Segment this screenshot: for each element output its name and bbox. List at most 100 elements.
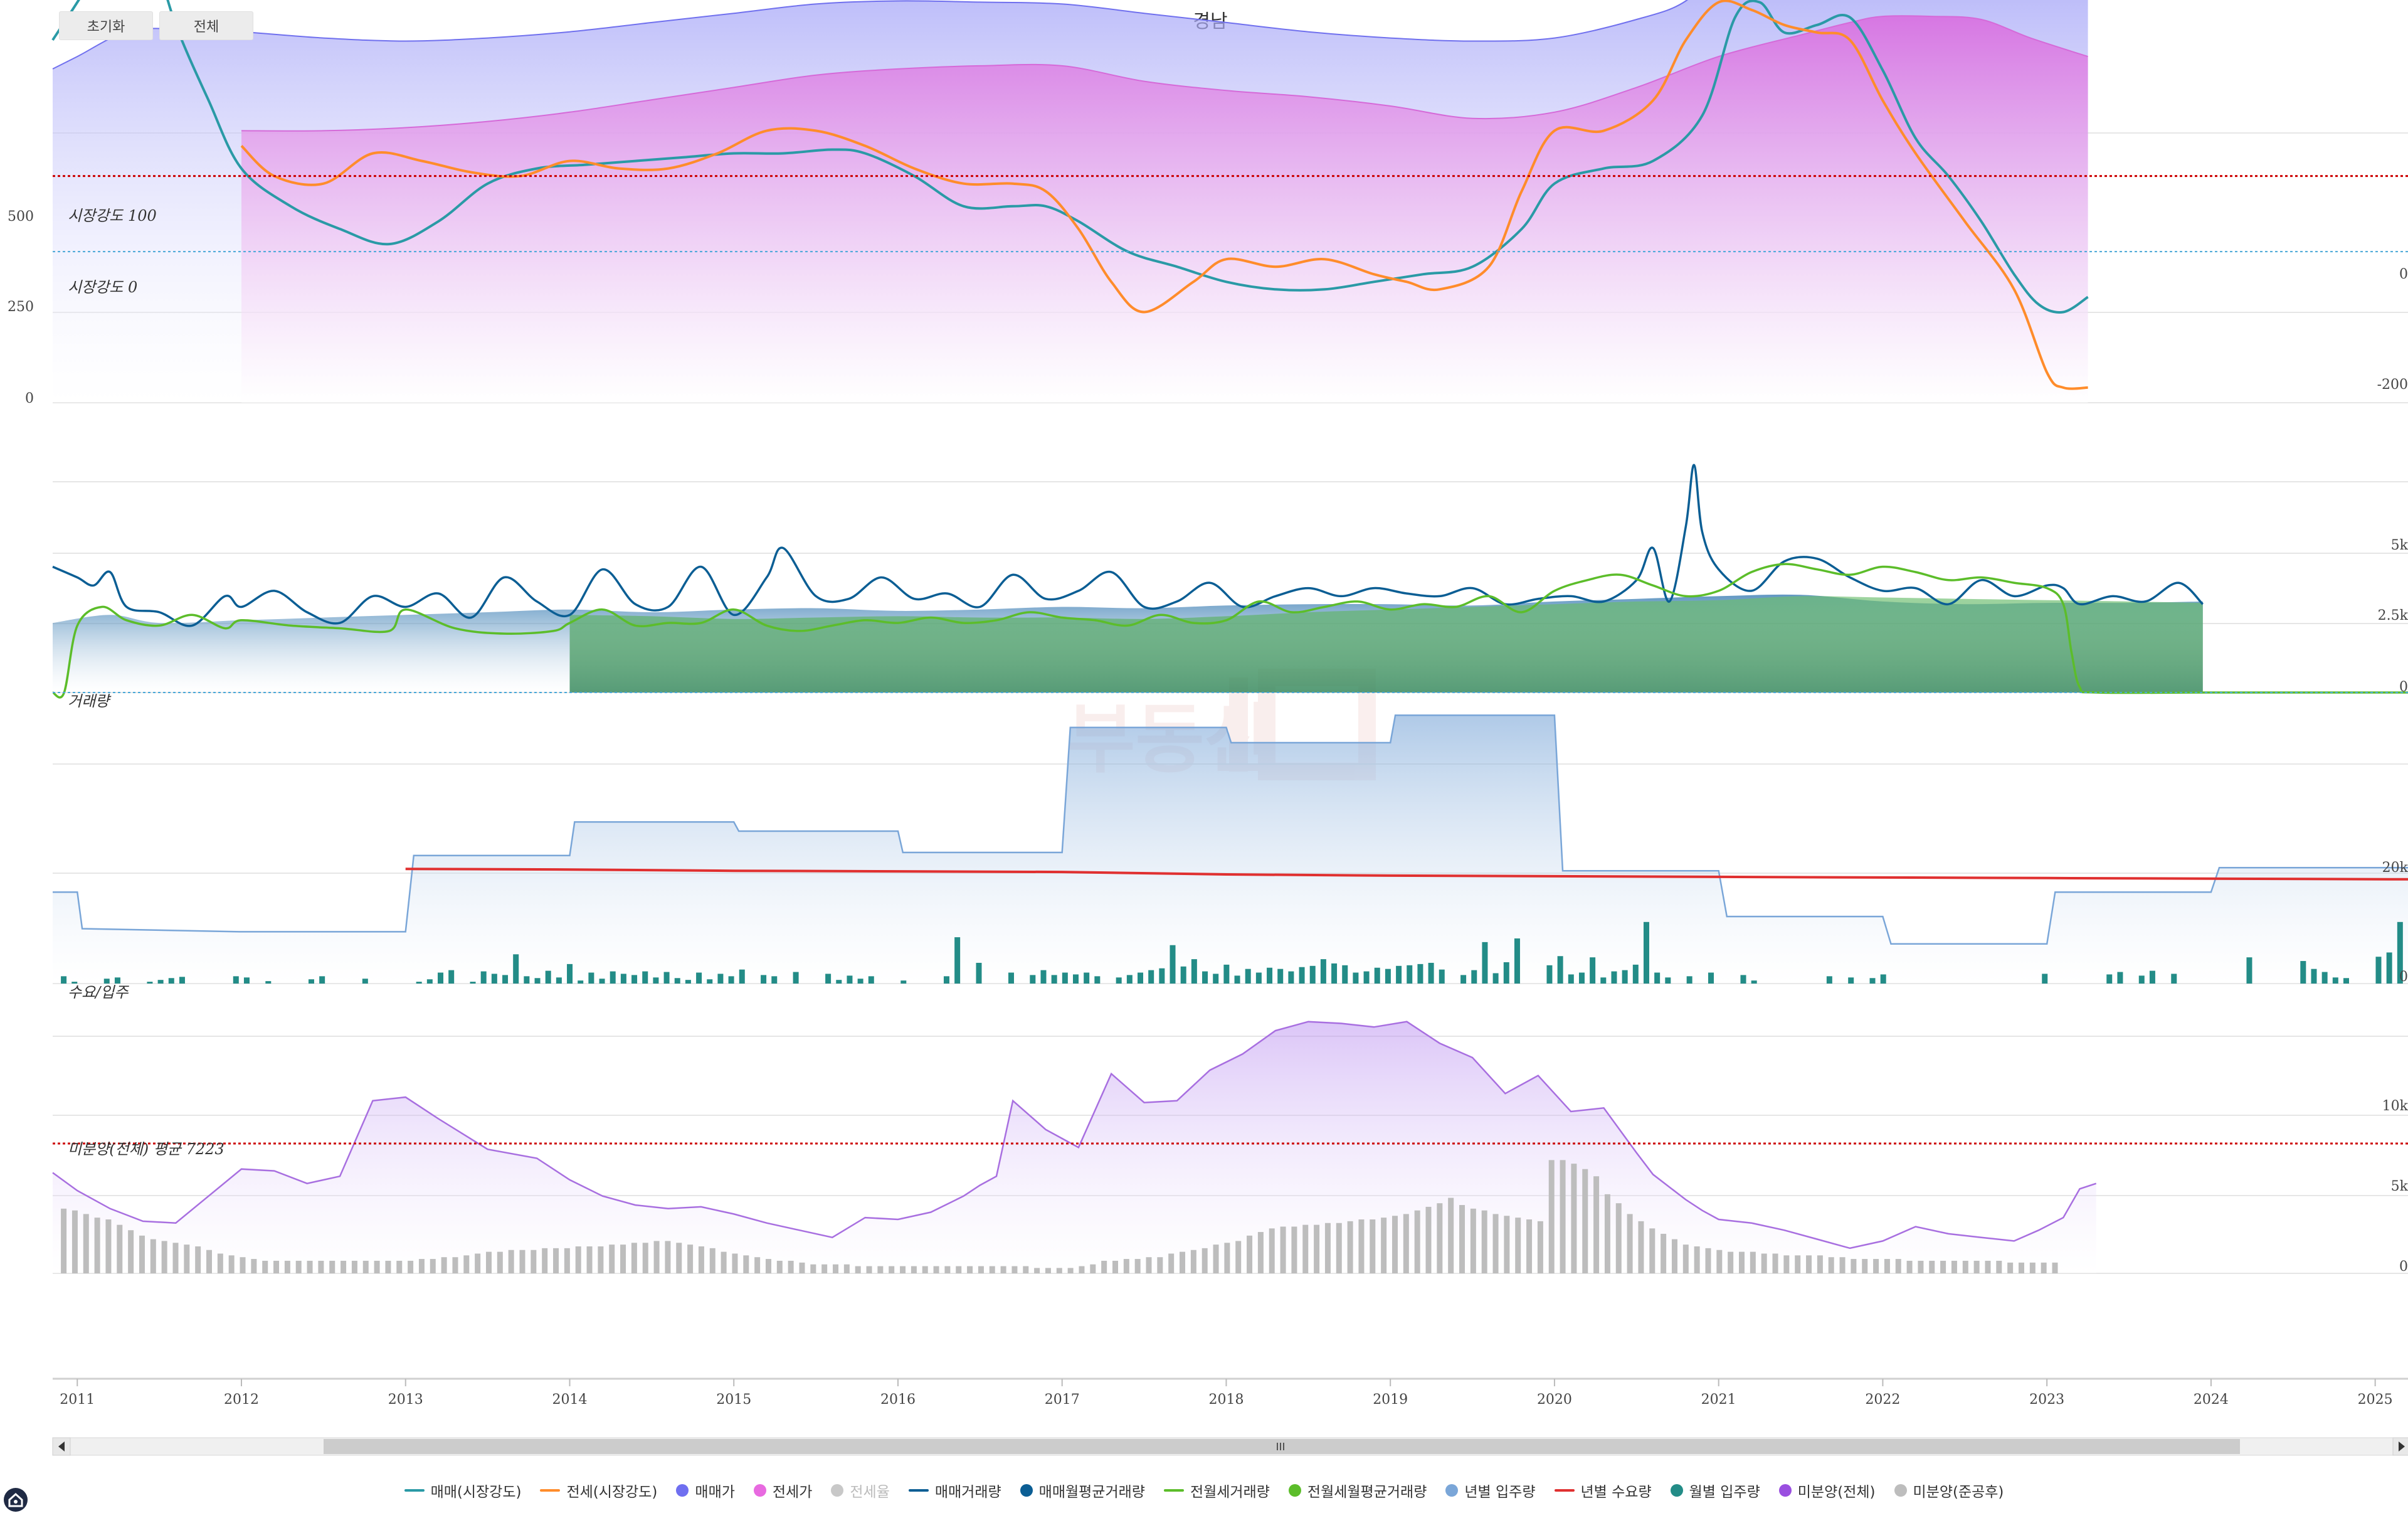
- unsold-after-bar: [117, 1224, 123, 1273]
- unsold-after-bar: [1728, 1251, 1734, 1273]
- monthly-supply-bar: [653, 977, 659, 984]
- legend-item[interactable]: 전세율: [831, 1480, 890, 1501]
- monthly-supply-bar: [1428, 962, 1434, 984]
- unsold-after-bar: [776, 1260, 783, 1273]
- unsold-after-bar: [944, 1266, 951, 1273]
- unsold-after-bar: [1705, 1248, 1711, 1273]
- unsold-after-bar: [1224, 1243, 1230, 1273]
- monthly-supply-bar: [1374, 967, 1380, 984]
- unsold-after-bar: [139, 1235, 145, 1273]
- yearly-supply-area: [53, 715, 2408, 984]
- monthly-supply-bar: [1299, 967, 1305, 984]
- unsold-after-bar: [799, 1262, 805, 1273]
- unsold-after-bar: [1962, 1260, 1968, 1273]
- unsold-after-bar: [1783, 1255, 1790, 1273]
- monthly-supply-bar: [1439, 969, 1445, 984]
- legend-item[interactable]: 미분양(준공후): [1894, 1480, 2004, 1501]
- x-tick-label: 2013: [388, 1392, 423, 1408]
- legend-item[interactable]: 전월세거래량: [1163, 1480, 1270, 1501]
- unsold-after-bar: [463, 1255, 470, 1273]
- monthly-supply-bar: [502, 975, 509, 984]
- unsold-after-bar: [877, 1266, 884, 1273]
- unsold-after-bar: [1247, 1235, 1253, 1273]
- unsold-after-bar: [911, 1266, 917, 1273]
- unsold-after-bar: [206, 1250, 212, 1273]
- legend-item[interactable]: 매매거래량: [908, 1480, 1001, 1501]
- scroll-thumb[interactable]: [324, 1439, 2240, 1454]
- unsold-after-bar: [1795, 1255, 1801, 1273]
- monthly-supply-bar: [1557, 956, 1563, 984]
- monthly-supply-bar: [243, 977, 250, 984]
- legend-item[interactable]: 전세(시장강도): [540, 1480, 657, 1501]
- unsold-after-bar: [1347, 1221, 1353, 1273]
- legend-label: 매매(시장강도): [430, 1484, 522, 1500]
- tick-left-0: 0: [25, 391, 34, 406]
- unsold-after-bar: [1213, 1245, 1219, 1273]
- monthly-supply-bar: [1407, 965, 1413, 984]
- unsold-after-bar: [408, 1260, 414, 1273]
- show-all-button[interactable]: 전체: [159, 11, 253, 40]
- monthly-supply-bar: [825, 974, 832, 984]
- tick-unsold-10k: 10k: [2382, 1098, 2408, 1114]
- unsold-after-bar: [721, 1251, 727, 1273]
- x-tick-label: 2017: [1045, 1392, 1080, 1408]
- monthly-supply-bar: [1180, 966, 1186, 984]
- chart-legend: 매매(시장강도) 전세(시장강도) 매매가 전세가 전세율 매매거래량 매매월평균거래량 전월…: [0, 1479, 2408, 1502]
- unsold-after-bar: [1324, 1223, 1331, 1273]
- legend-item[interactable]: 년별 입주량: [1445, 1480, 1536, 1501]
- monthly-supply-bar: [728, 976, 734, 984]
- range-scrollbar[interactable]: [52, 1437, 2408, 1456]
- unsold-after-bar: [1034, 1268, 1040, 1273]
- unsold-after-bar: [475, 1253, 481, 1273]
- unsold-after-bar: [1738, 1251, 1745, 1273]
- unsold-after-bar: [2029, 1262, 2036, 1273]
- unsold-after-bar: [1023, 1266, 1029, 1273]
- monthly-supply-bar: [717, 974, 724, 984]
- legend-item[interactable]: 매매가: [676, 1480, 735, 1501]
- home-icon[interactable]: [4, 1488, 28, 1512]
- legend-item[interactable]: 매매월평균거래량: [1020, 1480, 1145, 1501]
- legend-item[interactable]: 년별 수요량: [1554, 1480, 1652, 1501]
- legend-swatch: [676, 1484, 689, 1497]
- unsold-after-bar: [676, 1243, 682, 1273]
- monthly-supply-bar: [1288, 971, 1294, 984]
- yearly-supply-line: [53, 714, 2408, 945]
- monthly-supply-bar: [685, 980, 691, 984]
- unsold-after-bar: [1470, 1208, 1476, 1273]
- jeonse-strength-line: [240, 0, 2088, 390]
- legend-label: 월별 입주량: [1689, 1484, 1760, 1500]
- x-tick-label: 2024: [2194, 1392, 2229, 1408]
- monthly-supply-bar: [578, 980, 584, 984]
- monthly-supply-bar: [1277, 969, 1284, 984]
- unsold-after-bar: [1862, 1259, 1868, 1273]
- monthly-supply-bar: [620, 974, 626, 984]
- jeonse-volume-avg-area: [569, 596, 2203, 693]
- legend-swatch: [753, 1484, 766, 1497]
- unsold-after-bar: [1291, 1226, 1297, 1273]
- unsold-after-bar: [1828, 1257, 1834, 1273]
- monthly-supply-bar: [976, 962, 982, 984]
- legend-item[interactable]: 미분양(전체): [1778, 1480, 1876, 1501]
- monthly-supply-bar: [1611, 971, 1617, 984]
- unsold-after-bar: [1973, 1260, 1980, 1273]
- unsold-after-bar: [1101, 1260, 1107, 1273]
- unsold-after-bar: [1235, 1241, 1242, 1273]
- legend-item[interactable]: 월별 입주량: [1670, 1480, 1760, 1501]
- monthly-supply-bar: [1116, 977, 1122, 984]
- monthly-supply-bar: [2106, 974, 2113, 984]
- unsold-after-bar: [1604, 1194, 1610, 1273]
- unsold-after-bar: [1123, 1259, 1129, 1273]
- reset-button[interactable]: 초기화: [59, 11, 153, 40]
- unsold-after-bar: [1314, 1224, 1320, 1273]
- unsold-after-bar: [1090, 1264, 1096, 1273]
- unsold-after-bar: [1190, 1250, 1196, 1273]
- drag-grip-icon: [1277, 1443, 1284, 1450]
- monthly-supply-bar: [448, 970, 455, 984]
- legend-item[interactable]: 매매(시장강도): [404, 1480, 522, 1501]
- monthly-supply-bar: [147, 982, 153, 984]
- annotation-volume: 거래량: [68, 693, 112, 710]
- legend-item[interactable]: 전세가: [753, 1480, 812, 1501]
- monthly-supply-bar: [1202, 971, 1208, 984]
- legend-item[interactable]: 전월세월평균거래량: [1288, 1480, 1427, 1501]
- monthly-supply-bar: [771, 976, 778, 984]
